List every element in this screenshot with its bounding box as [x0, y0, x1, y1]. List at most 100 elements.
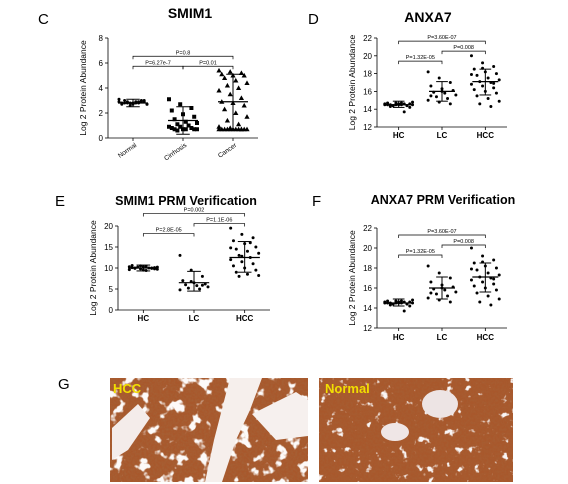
- p-value-label: P=1.32E-05: [406, 249, 435, 255]
- data-point: [167, 97, 171, 102]
- data-point: [238, 95, 244, 100]
- data-point: [224, 117, 230, 123]
- data-point: [200, 274, 204, 278]
- significance-bracket: [398, 60, 443, 65]
- data-point: [251, 262, 255, 266]
- y-tick-label: 20: [104, 222, 113, 231]
- data-point: [497, 273, 501, 277]
- data-point: [189, 126, 194, 130]
- x-tick-label: HCC: [477, 333, 495, 342]
- data-point: [426, 264, 430, 268]
- p-value-label: P=2.8E-05: [156, 228, 182, 234]
- significance-bracket: [182, 65, 234, 70]
- data-point: [216, 87, 222, 93]
- data-point: [206, 285, 210, 289]
- panel-letter-f: F: [312, 193, 321, 210]
- data-point: [408, 105, 412, 109]
- histology-image-normal: [319, 378, 513, 482]
- chart-title: ANXA7: [404, 9, 452, 25]
- significance-bracket: [441, 50, 486, 55]
- significance-bracket: [132, 65, 184, 70]
- data-point: [472, 261, 476, 265]
- data-point: [241, 102, 247, 108]
- chart-smim1: SMIM1 Log 2 Protein Abundance 0 2 4 6 8 Normal C…: [78, 5, 258, 162]
- significance-bracket: [193, 223, 246, 227]
- data-point: [443, 288, 447, 292]
- x-tick-label: HC: [393, 333, 405, 342]
- data-point: [184, 283, 188, 287]
- data-point: [198, 287, 202, 291]
- data-point: [189, 106, 194, 110]
- data-point: [448, 300, 452, 304]
- y-tick-label: 0: [99, 134, 104, 143]
- data-point: [144, 264, 148, 268]
- data-point: [178, 288, 182, 292]
- data-point: [475, 268, 479, 272]
- data-point: [178, 253, 182, 257]
- data-point: [257, 251, 261, 255]
- data-point: [245, 249, 249, 253]
- data-point: [222, 106, 228, 112]
- panel-letter-c: C: [38, 11, 49, 28]
- data-point: [411, 100, 415, 104]
- data-point: [195, 121, 199, 125]
- data-point: [248, 241, 252, 245]
- data-point: [383, 301, 387, 305]
- data-point: [169, 126, 174, 130]
- histology-image-hcc: [110, 378, 308, 482]
- data-point: [219, 71, 225, 77]
- data-point: [497, 78, 501, 82]
- data-point: [426, 70, 430, 74]
- data-point: [481, 84, 485, 88]
- data-point: [216, 67, 222, 73]
- data-point: [123, 99, 127, 102]
- significance-bracket: [441, 244, 486, 248]
- y-tick-label: 22: [363, 224, 372, 233]
- data-point: [448, 276, 452, 280]
- data-point: [492, 64, 496, 68]
- data-point: [227, 91, 233, 97]
- y-tick-label: 20: [363, 52, 372, 61]
- data-point: [241, 72, 247, 78]
- data-point: [169, 108, 174, 113]
- y-tick-label: 0: [109, 306, 114, 315]
- y-tick-label: 22: [363, 34, 372, 43]
- chart-title: SMIM1 PRM Verification: [115, 194, 257, 208]
- data-point: [454, 290, 458, 294]
- data-point: [426, 98, 430, 102]
- data-point: [434, 95, 438, 99]
- data-point: [130, 263, 134, 267]
- data-point: [227, 69, 233, 74]
- data-point: [222, 75, 228, 80]
- y-tick-label: 10: [104, 264, 113, 273]
- panel-letter-g: G: [58, 376, 70, 393]
- data-point: [236, 121, 242, 127]
- x-tick-label: LC: [189, 314, 200, 323]
- y-tick-label: 18: [363, 264, 372, 273]
- y-tick-label: 12: [363, 324, 372, 333]
- data-point: [492, 282, 496, 286]
- data-point: [434, 292, 438, 296]
- data-point: [402, 110, 406, 114]
- data-point: [475, 94, 479, 98]
- data-point: [238, 126, 244, 132]
- y-tick-label: 15: [104, 243, 113, 252]
- data-point: [399, 299, 403, 303]
- data-point: [229, 226, 233, 230]
- data-point: [240, 260, 244, 264]
- data-point: [183, 127, 188, 132]
- data-point: [175, 122, 180, 127]
- data-point: [472, 88, 476, 92]
- data-point: [192, 127, 197, 132]
- data-point: [486, 97, 490, 101]
- data-point: [192, 114, 197, 119]
- data-point: [411, 301, 415, 305]
- data-point: [486, 76, 490, 80]
- data-point: [231, 239, 235, 243]
- p-value-label: P=1.32E-05: [406, 55, 435, 61]
- data-point: [469, 72, 473, 76]
- y-tick-label: 12: [363, 123, 372, 132]
- x-tick-label: HC: [393, 131, 405, 140]
- data-point: [224, 82, 230, 88]
